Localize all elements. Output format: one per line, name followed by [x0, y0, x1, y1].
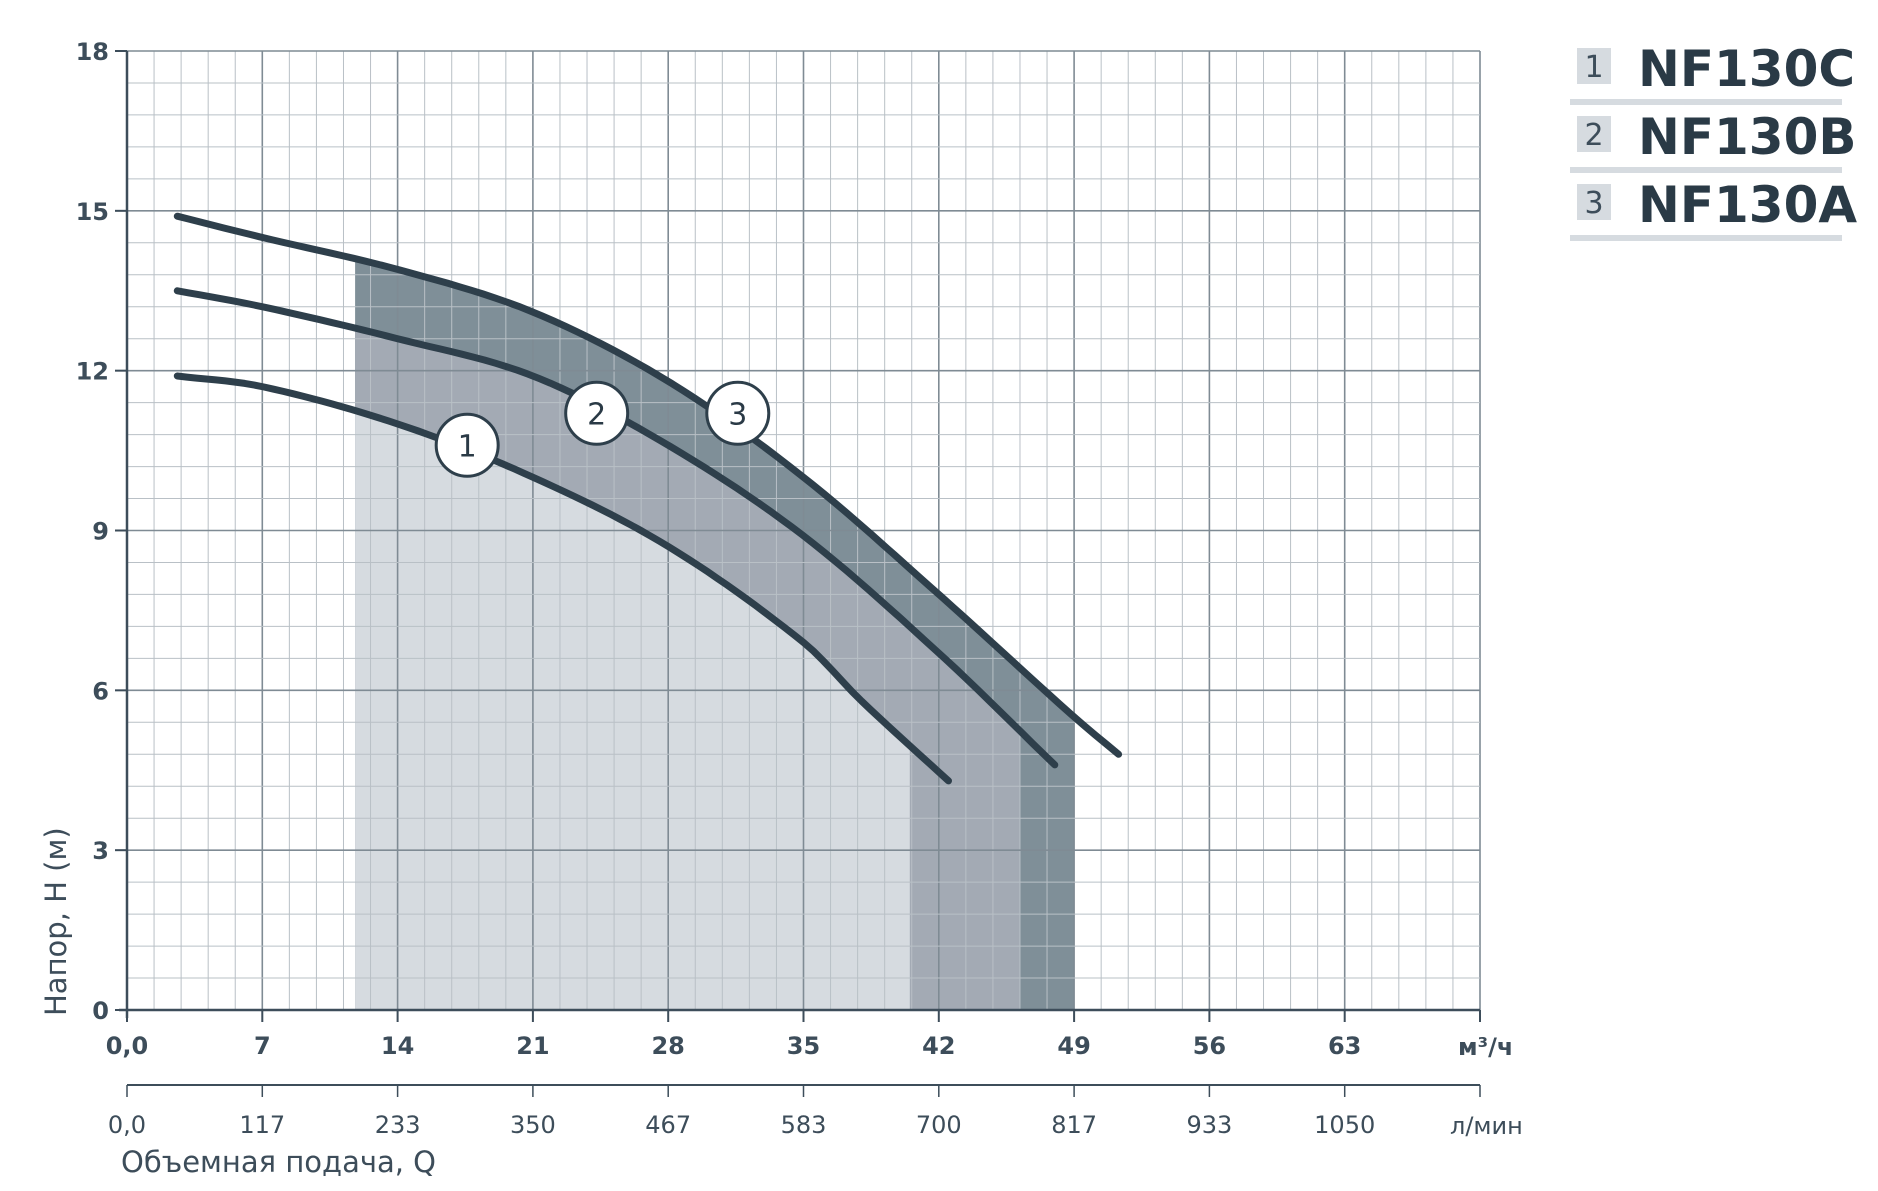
- x2-tick-label: 0,0: [108, 1111, 146, 1139]
- x-tick-label: 28: [651, 1032, 684, 1060]
- y-tick-label: 15: [76, 198, 109, 226]
- x-axis-unit: м³/ч: [1458, 1033, 1513, 1061]
- curve-badge: [564, 380, 630, 446]
- x2-axis-unit: л/мин: [1450, 1112, 1523, 1140]
- x-tick-label: 49: [1057, 1032, 1090, 1060]
- legend-number: 2: [1584, 118, 1603, 153]
- legend: 1 NF130C 2 NF130B 3 NF130A: [1570, 40, 1857, 241]
- curve-NF130C: [173, 372, 952, 785]
- grid: [126, 50, 1481, 1011]
- x2-tick-label: 350: [510, 1111, 556, 1139]
- x2-tick-label: 233: [375, 1111, 421, 1139]
- legend-entry: NF130B: [1638, 108, 1856, 166]
- x2-tick-label: 467: [645, 1111, 691, 1139]
- legend-entry: NF130C: [1638, 40, 1855, 98]
- legend-swatch: [1577, 184, 1611, 220]
- y-tick-label: 0: [92, 997, 109, 1025]
- x2-tick-label: 583: [781, 1111, 827, 1139]
- x2-tick-label: 1050: [1314, 1111, 1375, 1139]
- x-tick-label: 14: [381, 1032, 414, 1060]
- curve-badge-number: 1: [458, 429, 477, 464]
- curve-NF130A: [173, 212, 1123, 758]
- legend-swatch: [1577, 116, 1611, 152]
- axes: [115, 50, 1481, 1097]
- legend-number: 1: [1584, 50, 1603, 85]
- y-tick-label: 12: [76, 358, 109, 386]
- y-tick-label: 6: [92, 677, 109, 705]
- tick-labels: 0,00,07117142332135028467355834270049817…: [76, 38, 1376, 1139]
- legend-swatch: [1577, 48, 1611, 84]
- curve-labels: 1 2 3: [434, 380, 771, 478]
- x-tick-label: 56: [1193, 1032, 1226, 1060]
- x-tick-label: 0,0: [106, 1032, 149, 1060]
- x2-tick-label: 117: [239, 1111, 285, 1139]
- curve-badge-number: 3: [728, 397, 747, 432]
- curve-badge: [705, 380, 771, 446]
- x-tick-label: 63: [1328, 1032, 1361, 1060]
- x2-tick-label: 933: [1186, 1111, 1232, 1139]
- x-tick-label: 7: [254, 1032, 271, 1060]
- x2-tick-label: 817: [1051, 1111, 1097, 1139]
- x-axis-label: Объемная подача, Q: [121, 1145, 436, 1179]
- y-tick-label: 3: [92, 837, 109, 865]
- y-tick-label: 18: [76, 38, 109, 66]
- x-tick-label: 42: [922, 1032, 955, 1060]
- curve-badge: [434, 412, 500, 478]
- x2-tick-label: 700: [916, 1111, 962, 1139]
- operating-zone-1: [355, 410, 910, 1010]
- legend-number: 3: [1584, 186, 1603, 221]
- curve-badge-number: 2: [587, 397, 606, 432]
- y-axis-label: Напор, H (м): [39, 827, 73, 1016]
- x-tick-label: 35: [787, 1032, 820, 1060]
- x-tick-label: 21: [516, 1032, 549, 1060]
- y-tick-label: 9: [92, 518, 109, 546]
- legend-entry: NF130A: [1638, 176, 1857, 234]
